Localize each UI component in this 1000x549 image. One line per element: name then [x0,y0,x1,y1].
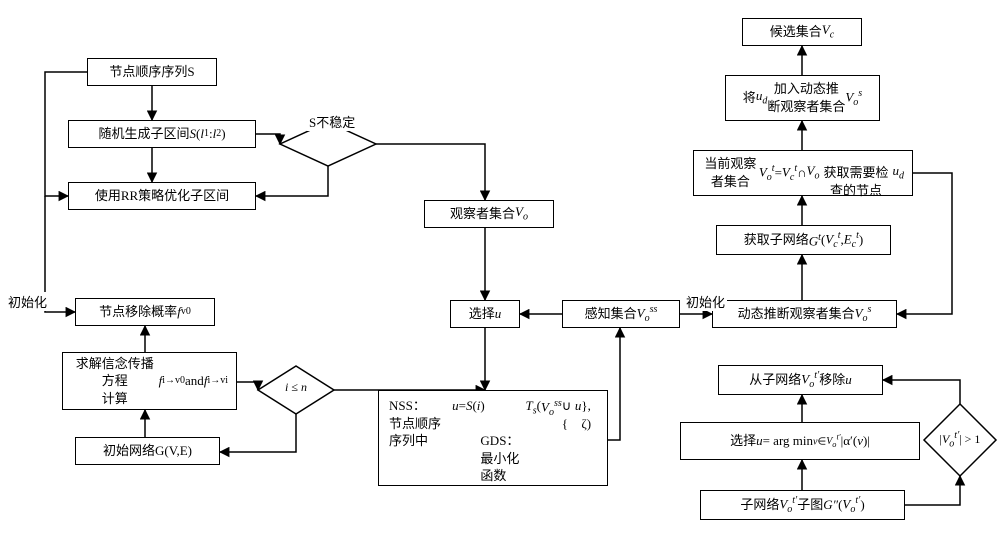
label-init-left: 初始化 [6,292,49,311]
edge-e26 [883,380,960,404]
node-removeU: 从子网络 Vot′移除u [718,365,883,395]
edge-e16 [608,328,620,440]
node-selectU: 选择u [450,300,520,328]
edge-e4 [256,166,328,196]
node-obsSet: 观察者集合 Vo [424,200,554,228]
edge-e12 [376,144,485,200]
node-votGt1-label: |Vot′| > 1 [924,430,996,449]
node-addUd: 将 ud 加入动态推断观察者集合 Vos [725,75,880,121]
node-argminU: 选择u = arg minv∈Vot′|α′(v)| [680,422,920,460]
edge-e10 [220,414,296,452]
node-ileqn-label: i ≤ n [258,380,334,395]
node-seqS: 节点顺序序列S [87,58,217,86]
node-fv0: 节点移除概率fv0 [75,298,215,326]
edge-e3 [256,134,280,144]
edge-e9 [237,382,258,390]
node-candVc: 候选集合 Vc [742,18,862,46]
label-init-right: 初始化 [684,292,727,311]
node-initNet: 初始网络G(V,E) [75,437,220,465]
node-nssGds: NSS：节点顺序序列中u = S(i)GDS：最小化函数Ts(Voss ∪ {u… [378,390,608,486]
node-getSubNet: 获取子网络 Gt(Vct, Ect) [716,225,891,255]
label-s-unstable: S不稳定 [307,112,357,131]
node-belief: 求解信念传播方程计算fi→v0 and fi→vi [62,352,237,410]
node-randSub: 随机生成子区间S(l1:l2) [68,120,256,148]
edge-e6 [45,196,75,312]
node-rrOpt: 使用RR策略优化子区间 [68,182,256,210]
node-dynObs: 动态推断观察者集合 Vos [712,300,897,328]
node-senseSet: 感知集合 Voss [562,300,680,328]
node-subGraph: 子网络 Vot′子图 G″(Vot′) [700,490,905,520]
edge-e25 [905,476,960,505]
node-currObs: 当前观察者集合 Vot = Vct ∩ Vo获取需要检查的节点 ud [693,150,913,196]
